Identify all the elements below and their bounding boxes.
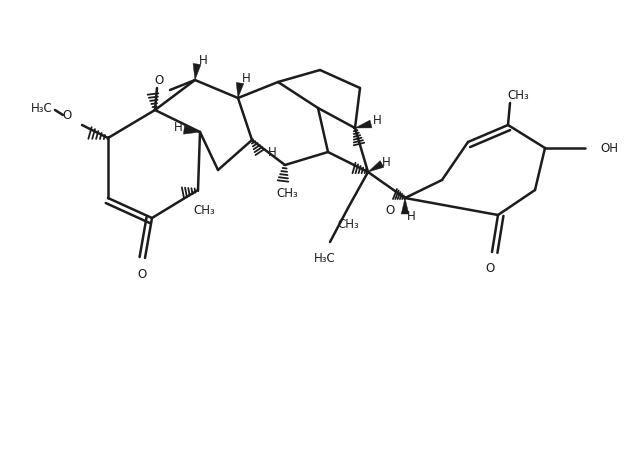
Text: H: H [268, 146, 276, 158]
Text: H₃C: H₃C [31, 102, 53, 115]
Text: CH₃: CH₃ [193, 204, 215, 217]
Text: H: H [242, 71, 250, 85]
Text: H: H [372, 113, 381, 126]
Polygon shape [401, 198, 409, 214]
Text: H₃C: H₃C [314, 251, 336, 265]
Text: O: O [385, 204, 395, 217]
Polygon shape [184, 126, 200, 134]
Text: H: H [381, 156, 390, 169]
Text: OH: OH [600, 141, 618, 155]
Polygon shape [193, 63, 201, 80]
Polygon shape [236, 83, 244, 98]
Text: CH₃: CH₃ [507, 88, 529, 102]
Polygon shape [355, 120, 372, 128]
Text: H: H [406, 210, 415, 222]
Text: CH₃: CH₃ [276, 187, 298, 199]
Text: CH₃: CH₃ [337, 218, 359, 230]
Text: O: O [485, 261, 495, 274]
Text: O: O [138, 267, 147, 281]
Text: H: H [198, 54, 207, 66]
Text: O: O [62, 109, 72, 122]
Polygon shape [368, 161, 384, 172]
Text: O: O [154, 73, 164, 86]
Text: H: H [173, 120, 182, 133]
